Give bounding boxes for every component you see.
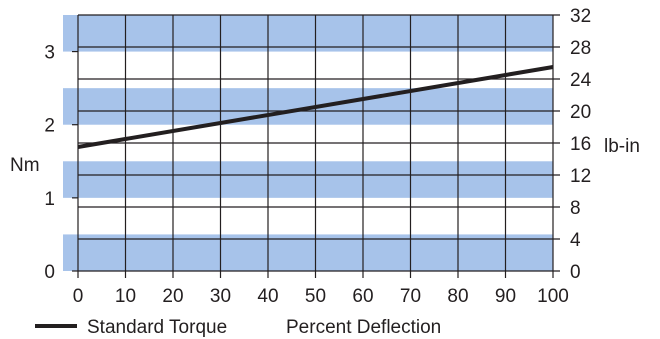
y-axis-right-title: lb-in (604, 136, 640, 157)
y-right-tick-12: 12 (570, 166, 591, 187)
band-0 (63, 234, 553, 271)
band-3 (63, 15, 553, 52)
x-tick-40: 40 (257, 286, 278, 307)
grid (72, 14, 560, 278)
x-tick-70: 70 (400, 286, 421, 307)
x-axis-title: Percent Deflection (286, 317, 441, 338)
series-layer (77, 65, 554, 149)
y-axis-left-title: Nm (10, 155, 40, 176)
y-right-tick-8: 8 (570, 198, 581, 219)
y-left-tick-0: 0 (44, 262, 55, 283)
y-right-tick-24: 24 (570, 70, 592, 91)
x-tick-50: 50 (305, 286, 326, 307)
x-tick-60: 60 (352, 286, 373, 307)
x-tick-90: 90 (495, 286, 516, 307)
y-right-tick-32: 32 (570, 6, 591, 27)
band-1 (63, 161, 553, 198)
y-right-tick-16: 16 (570, 134, 591, 155)
y-left-tick-1: 1 (44, 189, 55, 210)
y-left-tick-2: 2 (44, 116, 55, 137)
x-tick-80: 80 (447, 286, 468, 307)
y-right-tick-20: 20 (570, 102, 591, 123)
series-line-standard-torque (77, 65, 554, 149)
y-right-tick-4: 4 (570, 230, 581, 251)
y-left-tick-3: 3 (44, 43, 55, 64)
tick-labels: 0 10 20 30 40 50 60 70 80 90 100048121620242832012… (44, 6, 591, 307)
x-tick-0: 0 (73, 286, 84, 307)
x-tick-30: 30 (210, 286, 231, 307)
x-tick-10: 10 (115, 286, 136, 307)
y-right-tick-28: 28 (570, 38, 591, 59)
background-bands (63, 15, 553, 271)
x-tick-20: 20 (162, 286, 183, 307)
y-right-tick-0: 0 (570, 262, 581, 283)
legend-label-standard-torque: Standard Torque (87, 317, 227, 338)
legend: Standard Torque (35, 317, 227, 338)
x-tick-100: 100 (537, 286, 569, 307)
